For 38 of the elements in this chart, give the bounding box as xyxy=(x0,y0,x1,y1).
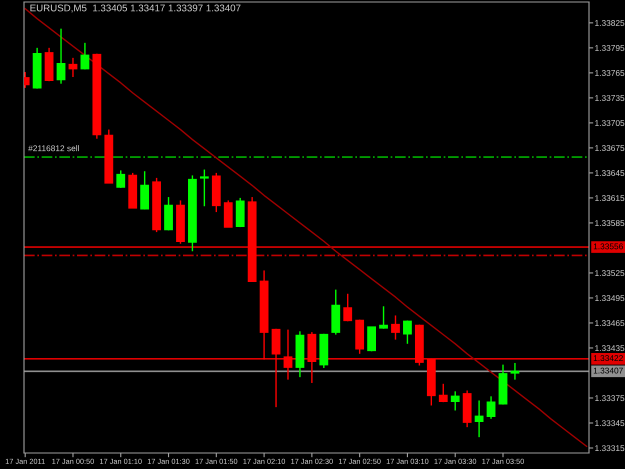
candlestick xyxy=(80,42,90,70)
y-tick-label: 1.33765 xyxy=(595,70,624,76)
candlestick xyxy=(367,326,376,352)
candlestick xyxy=(450,390,460,412)
candlestick xyxy=(56,28,66,84)
candlestick xyxy=(510,362,520,380)
ref-line-label: #2116812 sell xyxy=(28,145,79,152)
candlestick xyxy=(403,320,412,344)
ref-line-label: 1.33422 xyxy=(594,355,623,362)
y-tick-label: 1.33795 xyxy=(595,45,624,51)
y-tick-label: 1.33435 xyxy=(595,345,624,352)
y-tick-label: 1.33465 xyxy=(595,320,624,326)
candlestick xyxy=(486,396,496,420)
candlestick xyxy=(474,400,484,438)
candlestick xyxy=(200,168,209,207)
y-tick-label: 1.33375 xyxy=(595,395,624,402)
candlestick xyxy=(140,170,150,210)
candlestick xyxy=(284,328,292,380)
y-tick-label: 1.33675 xyxy=(595,145,624,151)
ref-line-label: 1.33556 xyxy=(594,243,623,250)
y-tick-label: 1.33735 xyxy=(595,95,624,101)
y-tick-label: 1.33645 xyxy=(595,170,624,176)
y-tick-label: 1.33525 xyxy=(595,270,624,276)
y-tick-label: 1.33615 xyxy=(595,195,624,202)
y-tick-label: 1.33705 xyxy=(595,120,624,126)
candlestick xyxy=(68,57,78,78)
candlestick xyxy=(343,293,352,322)
y-tick-label: 1.33825 xyxy=(595,20,624,26)
chart-title: EURUSD,M5 1.33405 1.33417 1.33397 1.33407 xyxy=(30,4,240,13)
y-tick-label: 1.33315 xyxy=(595,445,624,452)
y-tick-label: 1.33585 xyxy=(595,220,624,226)
candlestick xyxy=(379,306,388,330)
candlestick xyxy=(438,383,448,403)
y-tick-label: 1.33345 xyxy=(595,420,624,426)
candlestick xyxy=(391,314,400,340)
y-tick-label: 1.33495 xyxy=(595,295,624,302)
candlestick xyxy=(116,170,126,189)
ref-line-label: 1.33407 xyxy=(594,368,623,374)
